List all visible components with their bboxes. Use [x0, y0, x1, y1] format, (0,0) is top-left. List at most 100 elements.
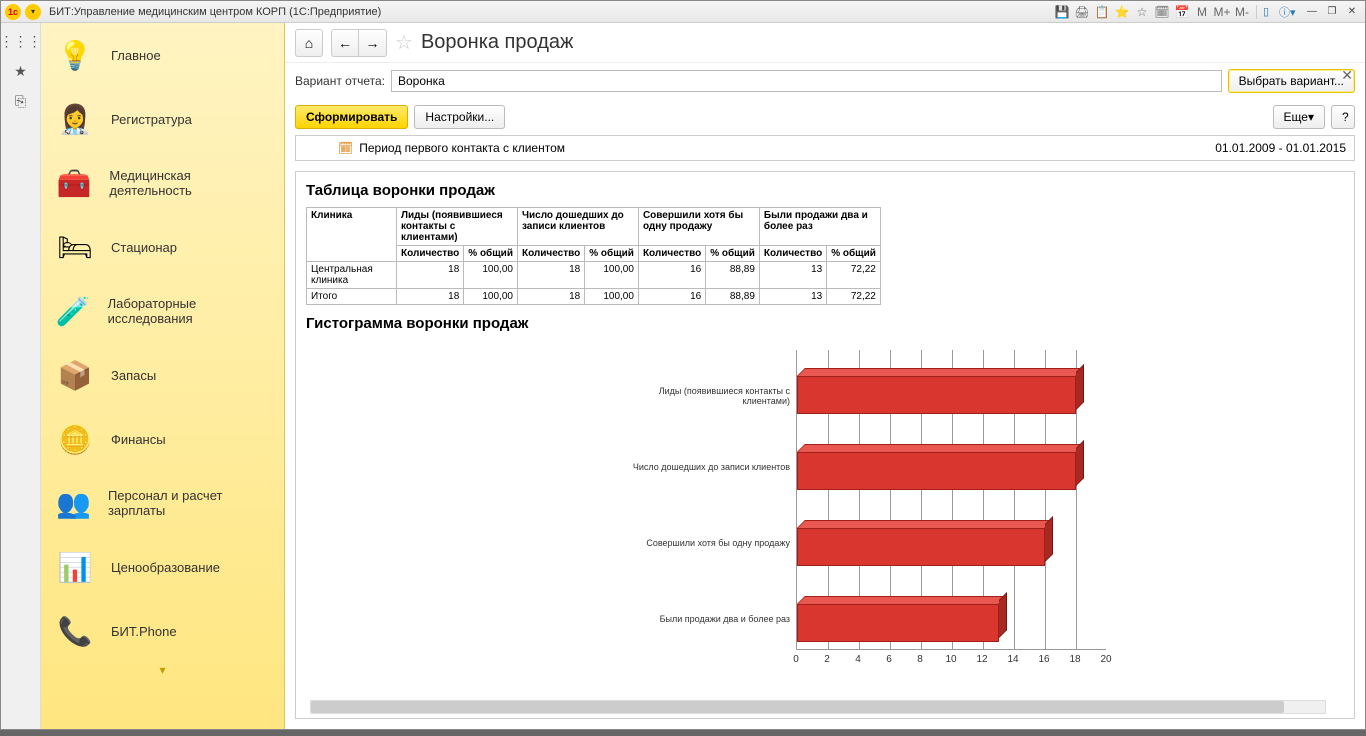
table-title: Таблица воронки продаж: [306, 182, 1344, 199]
sidebar-item-label: Медицинская деятельность: [109, 168, 270, 198]
help-button[interactable]: ?: [1331, 105, 1355, 129]
sidebar-icon: 💡: [55, 35, 95, 75]
x-tick-label: 2: [824, 654, 830, 665]
sidebar-icon: 📊: [55, 547, 95, 587]
sidebar-item-label: Лабораторные исследования: [108, 296, 270, 326]
bar-label: Лиды (появившиеся контакты с клиентами): [620, 386, 790, 406]
x-tick-label: 8: [917, 654, 923, 665]
sidebar-icon: 🧪: [55, 291, 92, 331]
iconbar: ⋮⋮⋮ ★ ⎘: [1, 23, 41, 729]
x-tick-label: 14: [1007, 654, 1018, 665]
toolbar-icon[interactable]: 📋: [1094, 4, 1110, 20]
more-button[interactable]: Еще ▾: [1273, 105, 1325, 129]
sidebar-item[interactable]: 📞 БИТ.Phone: [41, 599, 284, 663]
sidebar-item[interactable]: 💡 Главное: [41, 23, 284, 87]
back-button[interactable]: ←: [331, 29, 359, 57]
iconbar-icon[interactable]: ⎘: [11, 91, 31, 111]
window-title: БИТ:Управление медицинским центром КОРП …: [49, 6, 1054, 18]
sidebar-item-label: Регистратура: [111, 112, 192, 127]
x-tick-label: 4: [855, 654, 861, 665]
sidebar-icon: 🧰: [55, 163, 93, 203]
filter-value: 01.01.2009 - 01.01.2015: [1215, 141, 1346, 155]
variant-row: Вариант отчета: Выбрать вариант...: [285, 63, 1365, 99]
favorite-star-icon[interactable]: ☆: [395, 30, 413, 55]
minimize-button[interactable]: —: [1303, 5, 1321, 19]
select-variant-button[interactable]: Выбрать вариант...: [1228, 69, 1355, 93]
bar-label: Были продажи два и более раз: [620, 614, 790, 624]
x-tick-label: 0: [793, 654, 799, 665]
close-tab-button[interactable]: ✕: [1341, 67, 1353, 84]
variant-input[interactable]: [391, 70, 1222, 92]
form-button[interactable]: Сформировать: [295, 105, 408, 129]
horizontal-scrollbar[interactable]: [310, 700, 1326, 714]
chart-bar: [797, 444, 1076, 490]
toolbar-icon[interactable]: M: [1194, 4, 1210, 20]
sidebar-item[interactable]: 🧪 Лабораторные исследования: [41, 279, 284, 343]
app-window: 1c ▾ БИТ:Управление медицинским центром …: [0, 0, 1366, 730]
sidebar-icon: 📞: [55, 611, 95, 651]
titlebar-tool-icons: 💾🖨📋⭐☆🗓📅MM+M-: [1054, 4, 1250, 20]
report-area: Таблица воронки продаж КлиникаЛиды (появ…: [295, 171, 1355, 719]
sidebar-item[interactable]: 👩‍⚕️ Регистратура: [41, 87, 284, 151]
x-tick-label: 18: [1069, 654, 1080, 665]
titlebar: 1c ▾ БИТ:Управление медицинским центром …: [1, 1, 1365, 23]
sidebar-item[interactable]: 👥Персонал и расчет зарплаты: [41, 471, 284, 535]
sidebar-item-label: Ценообразование: [111, 560, 220, 575]
filter-row[interactable]: 🗓 Период первого контакта с клиентом 01.…: [295, 135, 1355, 161]
sidebar-icon: 🛏: [55, 227, 95, 267]
info-icon[interactable]: ⓘ▾: [1279, 4, 1295, 20]
sidebar-item-label: Главное: [111, 48, 161, 63]
chart-bar: [797, 520, 1045, 566]
app-logo-icon: 1c: [5, 4, 21, 20]
sidebar-item[interactable]: 📦 Запасы: [41, 343, 284, 407]
funnel-table: КлиникаЛиды (появившиеся контакты с клие…: [306, 207, 881, 305]
app-menu-dropdown-icon[interactable]: ▾: [25, 4, 41, 20]
bar-label: Число дошедших до записи клиентов: [620, 462, 790, 472]
calendar-icon: 🗓: [338, 141, 353, 155]
sidebar-item-label: БИТ.Phone: [111, 624, 177, 639]
action-row: Сформировать Настройки... Еще ▾ ?: [285, 99, 1365, 135]
x-tick-label: 10: [945, 654, 956, 665]
sidebar: 💡 Главное 👩‍⚕️ Регистратура 🧰 Медицинская дея…: [41, 23, 285, 729]
page-title: Воронка продаж: [421, 31, 573, 54]
sidebar-expand-icon[interactable]: ▾: [41, 663, 284, 677]
panel-toggle-icon[interactable]: ▯: [1263, 5, 1279, 18]
chart-bar: [797, 368, 1076, 414]
sidebar-icon: 📦: [55, 355, 95, 395]
sidebar-icon: 🪙: [55, 419, 95, 459]
toolbar-icon[interactable]: 💾: [1054, 4, 1070, 20]
toolbar-icon[interactable]: M-: [1234, 4, 1250, 20]
variant-label: Вариант отчета:: [295, 74, 385, 88]
sidebar-icon: 👥: [55, 483, 92, 523]
toolbar-icon[interactable]: 📅: [1174, 4, 1190, 20]
chart-bar: [797, 596, 999, 642]
filter-label: Период первого контакта с клиентом: [359, 141, 565, 155]
toolbar-icon[interactable]: M+: [1214, 4, 1230, 20]
app-body: ⋮⋮⋮ ★ ⎘ 💡 Главное 👩‍⚕️ Регистратура 🧰 Медицинск…: [1, 23, 1365, 729]
sidebar-item-label: Запасы: [111, 368, 156, 383]
forward-button[interactable]: →: [359, 29, 387, 57]
sidebar-item[interactable]: 🛏 Стационар: [41, 215, 284, 279]
chart-plot: [796, 350, 1106, 650]
restore-button[interactable]: ❐: [1323, 5, 1341, 19]
toolbar-icon[interactable]: ☆: [1134, 4, 1150, 20]
close-button[interactable]: ✕: [1343, 5, 1361, 19]
sidebar-item[interactable]: 🧰 Медицинская деятельность: [41, 151, 284, 215]
nav-group: ← →: [331, 29, 387, 57]
nav-toolbar: ⌂ ← → ☆ Воронка продаж: [285, 23, 1365, 63]
x-tick-label: 20: [1100, 654, 1111, 665]
iconbar-icon[interactable]: ★: [11, 61, 31, 81]
sidebar-item-label: Стационар: [111, 240, 177, 255]
sidebar-item[interactable]: 📊 Ценообразование: [41, 535, 284, 599]
sidebar-icon: 👩‍⚕️: [55, 99, 95, 139]
settings-button[interactable]: Настройки...: [414, 105, 505, 129]
toolbar-icon[interactable]: 🖨: [1074, 4, 1090, 20]
x-tick-label: 12: [976, 654, 987, 665]
sidebar-item-label: Финансы: [111, 432, 166, 447]
toolbar-icon[interactable]: 🗓: [1154, 4, 1170, 20]
toolbar-icon[interactable]: ⭐: [1114, 4, 1130, 20]
sidebar-item[interactable]: 🪙 Финансы: [41, 407, 284, 471]
home-button[interactable]: ⌂: [295, 29, 323, 57]
iconbar-icon[interactable]: ⋮⋮⋮: [11, 31, 31, 51]
funnel-chart: Лиды (появившиеся контакты с клиентами) Ч…: [306, 340, 1126, 680]
